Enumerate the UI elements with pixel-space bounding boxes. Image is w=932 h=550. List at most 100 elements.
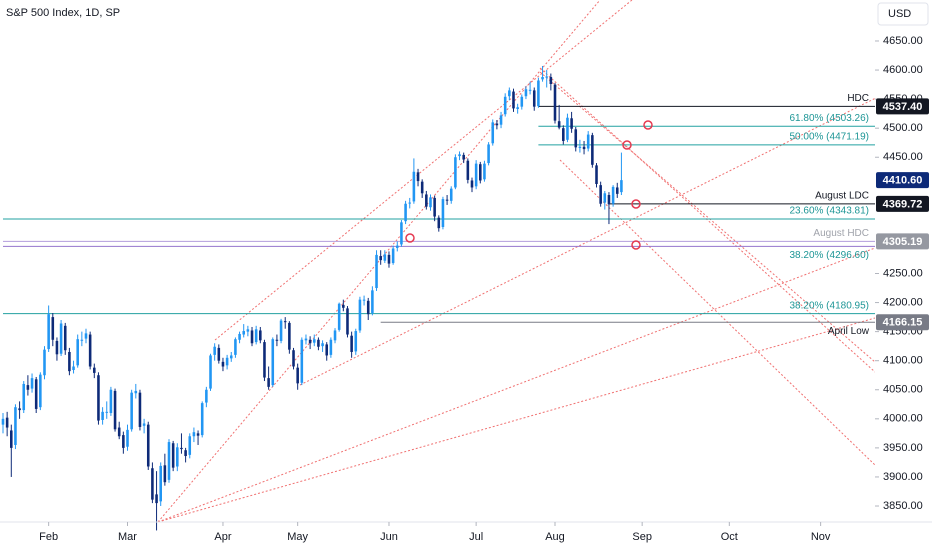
- candle-body: [404, 203, 407, 222]
- candle-body: [138, 392, 142, 427]
- marker: [631, 240, 641, 250]
- candle-body: [1, 418, 5, 425]
- candle-body: [176, 447, 179, 467]
- x-tick-label: Sep: [632, 531, 652, 543]
- candle-body: [72, 366, 75, 370]
- candle-body: [391, 248, 395, 264]
- candle-body: [22, 383, 26, 411]
- candle-body: [528, 89, 532, 91]
- candle-body: [516, 107, 519, 109]
- y-tick-label: 4250.00: [883, 267, 923, 279]
- candle-body: [570, 118, 573, 129]
- level-label: 61.80% (4503.26): [789, 113, 869, 124]
- candle-body: [167, 442, 171, 480]
- candle-body: [209, 355, 212, 389]
- candle-body: [383, 254, 387, 261]
- candle-body: [221, 361, 225, 367]
- candle-body: [55, 340, 59, 355]
- candle-body: [113, 390, 117, 430]
- price-tag: [876, 195, 929, 212]
- price-tags: 4537.40 4369.72 4305.19 4166.15 4410.60: [876, 98, 929, 331]
- candle-body: [541, 77, 544, 80]
- chart-title: S&P 500 Index, 1D, SP: [6, 7, 120, 19]
- candle-body: [454, 157, 457, 188]
- y-tick-label: 4050.00: [883, 384, 923, 396]
- candle-body: [80, 339, 84, 341]
- price-tag: [876, 98, 929, 115]
- candle-body: [437, 217, 441, 229]
- candle-body: [163, 465, 167, 483]
- price-tag: [876, 314, 929, 331]
- candle-body: [308, 339, 312, 344]
- candle-body: [495, 123, 499, 126]
- currency-box[interactable]: [877, 2, 929, 26]
- candle-body: [229, 355, 233, 359]
- trend-line: [299, 69, 932, 386]
- level-label: HDC: [847, 93, 869, 104]
- candle-body: [595, 165, 598, 184]
- level-label: 50.00% (4471.19): [789, 132, 869, 143]
- candle-body: [271, 339, 275, 386]
- candle-body: [184, 450, 187, 457]
- marker: [631, 199, 641, 209]
- candle-body: [122, 435, 125, 448]
- candle-body: [225, 357, 229, 366]
- y-tick-label: 3850.00: [883, 500, 923, 512]
- candle-body: [578, 146, 582, 148]
- candle-body: [350, 335, 353, 352]
- candle-body: [283, 321, 287, 323]
- candle-body: [43, 349, 46, 376]
- candle-body: [205, 389, 208, 403]
- candle-body: [562, 128, 565, 141]
- candle-body: [429, 197, 432, 208]
- currency: USD: [888, 8, 911, 20]
- price-tag-label: 4369.72: [883, 198, 923, 210]
- candle-body: [441, 199, 445, 227]
- candle-body: [188, 436, 192, 455]
- candle-body: [449, 188, 453, 201]
- candle-body: [491, 122, 495, 144]
- y-tick-label: 4500.00: [883, 122, 923, 134]
- y-tick-label: 3900.00: [883, 471, 923, 483]
- candle-body: [508, 90, 511, 97]
- x-tick-label: Feb: [39, 531, 58, 543]
- candle-body: [371, 290, 374, 314]
- candle-body: [512, 91, 515, 109]
- candle-body: [611, 186, 615, 204]
- price-tag-label: 4166.15: [883, 317, 923, 329]
- y-tick-label: 4000.00: [883, 413, 923, 425]
- candle-body: [574, 129, 578, 148]
- y-tick-label: 4450.00: [883, 151, 923, 163]
- candle-body: [379, 256, 382, 261]
- candle-body: [263, 342, 266, 378]
- x-tick-label: Oct: [721, 531, 738, 543]
- candle-body: [412, 171, 416, 202]
- candle-body: [234, 339, 237, 355]
- candle-body: [599, 185, 602, 204]
- candles: [1, 65, 623, 531]
- price-tag-label: 4410.60: [883, 175, 923, 187]
- candle-body: [354, 331, 358, 352]
- price-axis: [875, 0, 932, 550]
- candle-body: [458, 154, 461, 157]
- candle-body: [26, 385, 30, 390]
- candle-body: [300, 339, 304, 383]
- candle-body: [603, 193, 607, 203]
- candle-body: [445, 199, 449, 201]
- candle-body: [213, 346, 216, 355]
- candle-body: [105, 411, 109, 413]
- level-label: August LDC: [815, 191, 869, 202]
- candle-body: [462, 154, 465, 160]
- candle-body: [109, 389, 113, 414]
- marker: [643, 120, 653, 130]
- candle-body: [479, 164, 482, 181]
- candle-body: [34, 379, 38, 409]
- level-label: 23.60% (4343.81): [789, 206, 869, 217]
- candle-body: [117, 427, 121, 437]
- candle-body: [5, 417, 9, 428]
- candle-body: [425, 194, 428, 207]
- candle-body: [557, 121, 561, 128]
- candle-body: [342, 304, 345, 308]
- candle-body: [84, 333, 88, 339]
- candle-body: [524, 89, 528, 97]
